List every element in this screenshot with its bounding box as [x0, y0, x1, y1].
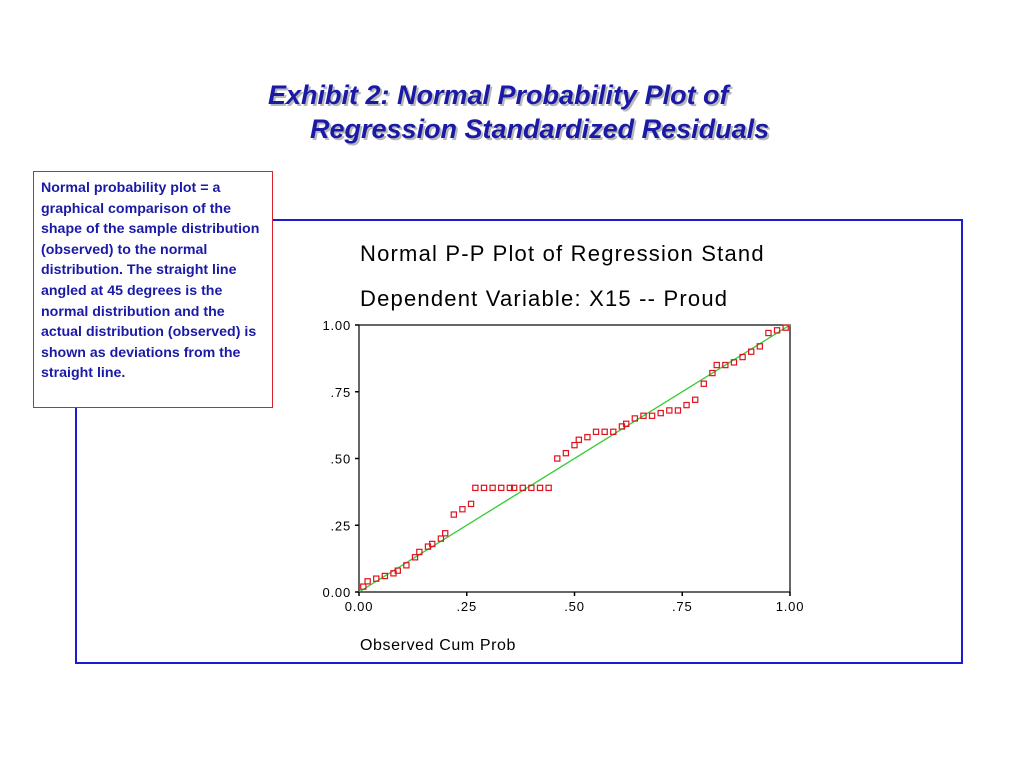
data-point	[442, 530, 449, 537]
data-point	[623, 420, 630, 427]
data-point	[584, 433, 591, 441]
data-point	[674, 407, 682, 414]
data-point	[467, 500, 475, 508]
x-tick-label: 0.00	[345, 599, 374, 614]
data-point	[545, 484, 552, 492]
y-tick-label: .25	[331, 518, 351, 533]
slide-title-line-2: Regression Standardized Residuals	[310, 114, 770, 144]
pp-plot-chart: Normal P-P Plot of Regression Stand Depe…	[322, 241, 805, 654]
data-point	[700, 380, 708, 387]
data-point	[394, 567, 401, 574]
data-point	[748, 348, 755, 355]
data-point	[648, 412, 656, 419]
plot-layer: 0.00 .25 .50 .75 1.00 0.00 .25 .50 .75 1.00	[322, 318, 805, 614]
data-point	[554, 455, 561, 462]
data-point	[773, 327, 781, 334]
data-point	[722, 361, 729, 369]
data-point	[429, 540, 436, 548]
data-point	[756, 343, 764, 350]
x-tick-label: .50	[564, 599, 584, 614]
data-point	[536, 484, 544, 492]
data-point	[657, 409, 664, 417]
explanation-callout: Normal probability plot = a graphical co…	[33, 171, 273, 408]
data-point	[765, 329, 772, 337]
data-point	[683, 401, 690, 409]
data-point	[519, 484, 526, 492]
callout-text: Normal probability plot = a graphical co…	[41, 180, 260, 382]
x-axis-label: Observed Cum Prob	[360, 637, 516, 654]
data-point	[411, 554, 419, 561]
data-point	[506, 484, 514, 492]
data-point	[730, 359, 738, 366]
y-tick-label: 1.00	[322, 318, 351, 333]
chart-title: Normal P-P Plot of Regression Stand	[360, 241, 765, 266]
y-tick-label: .50	[331, 452, 351, 467]
data-point	[640, 412, 647, 419]
data-point	[571, 441, 578, 449]
y-tick-label: 0.00	[322, 585, 351, 600]
data-point	[562, 449, 570, 457]
data-point	[601, 428, 608, 435]
data-point	[450, 511, 458, 518]
data-point	[575, 436, 583, 444]
data-point	[416, 548, 423, 556]
data-point	[480, 484, 488, 492]
reference-line	[358, 324, 791, 593]
data-point	[381, 572, 389, 580]
data-point	[713, 361, 720, 369]
data-point	[691, 396, 699, 403]
x-tick-label: 1.00	[776, 599, 805, 614]
data-point	[528, 484, 535, 492]
data-point	[592, 428, 600, 435]
data-point	[472, 484, 479, 492]
data-point	[666, 407, 673, 414]
data-point	[489, 484, 496, 492]
data-point	[782, 324, 789, 331]
slide-title-line-1: Exhibit 2: Normal Probability Plot of	[268, 80, 729, 110]
chart-subtitle: Dependent Variable: X15 -- Proud	[360, 286, 728, 311]
data-point	[360, 583, 367, 590]
data-point	[498, 484, 505, 492]
data-point	[459, 506, 466, 513]
data-point	[610, 428, 617, 435]
data-point	[437, 535, 445, 542]
x-tick-label: .25	[457, 599, 477, 614]
x-tick-label: .75	[672, 599, 692, 614]
data-point	[364, 578, 371, 585]
data-point	[403, 562, 410, 569]
data-point	[373, 575, 380, 582]
data-point	[631, 415, 639, 422]
data-point	[510, 484, 518, 492]
data-point	[709, 369, 716, 377]
data-point	[739, 353, 746, 361]
y-tick-label: .75	[331, 385, 351, 400]
